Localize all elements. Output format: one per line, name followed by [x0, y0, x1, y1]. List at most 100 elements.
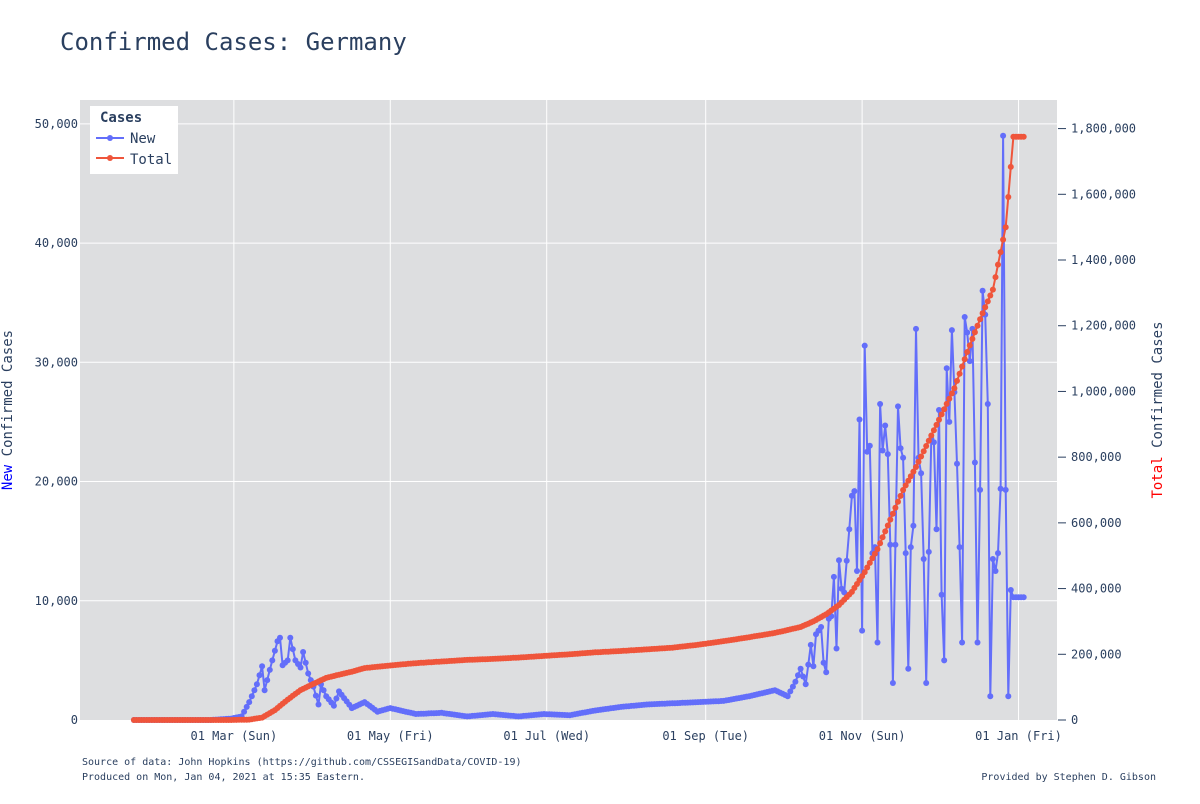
data-point-total — [977, 316, 984, 323]
data-point-new — [897, 445, 904, 452]
data-point-total — [930, 427, 937, 434]
data-point-new — [848, 492, 855, 499]
data-point-new — [1002, 486, 1009, 493]
y-left-tick-label: 20,000 — [35, 475, 78, 489]
data-point-new — [259, 663, 266, 670]
data-point-new — [248, 693, 255, 700]
x-tick-label: 01 Jan (Fri) — [975, 729, 1062, 743]
data-point-new — [843, 557, 850, 564]
data-point-new — [930, 439, 937, 446]
data-point-new — [964, 329, 971, 336]
data-point-total — [989, 286, 996, 293]
data-point-total — [907, 473, 914, 480]
data-point-new — [859, 627, 866, 634]
y-right-tick-label: 600,000 — [1071, 516, 1122, 530]
y-right-tick-label: 1,800,000 — [1071, 122, 1136, 136]
y-left-tick-label: 10,000 — [35, 594, 78, 608]
data-point-new — [789, 683, 796, 690]
data-point-new — [992, 568, 999, 574]
data-point-new — [833, 645, 840, 652]
data-point-new — [241, 708, 248, 715]
y-right-tick-label: 1,400,000 — [1071, 253, 1136, 267]
data-point-new — [948, 327, 955, 334]
data-point-total — [954, 377, 960, 384]
data-point-new — [974, 639, 981, 646]
data-point-new — [866, 442, 873, 449]
data-point-total — [982, 304, 989, 311]
data-point-total — [861, 569, 868, 576]
data-point-total — [946, 395, 953, 402]
data-point-total — [1000, 236, 1007, 243]
data-point-new — [907, 544, 914, 551]
data-point-new — [787, 688, 794, 695]
data-point-new — [820, 659, 827, 666]
data-point-total — [992, 274, 999, 281]
y-left-tick-label: 40,000 — [35, 236, 78, 250]
data-point-new — [956, 544, 963, 551]
x-tick-label: 01 Mar (Sun) — [191, 729, 278, 743]
data-point-new — [943, 365, 950, 372]
data-point-total — [928, 432, 935, 439]
y-right-axis-title: Total Confirmed Cases — [1150, 321, 1166, 498]
data-point-total — [905, 477, 912, 484]
data-point-total — [918, 453, 925, 460]
y-left-tick-label: 0 — [71, 713, 78, 727]
data-point-total — [864, 564, 871, 571]
data-point-total — [943, 400, 950, 407]
axis-ticks: 01 Mar (Sun) 01 May (Fri) 01 Jul (Wed) 01 S… — [35, 117, 1136, 743]
data-point-new — [925, 548, 932, 555]
y-left-axis-title-rest: Confirmed Cases — [0, 330, 16, 465]
data-point-total — [969, 335, 976, 342]
x-tick-label: 01 Sep (Tue) — [662, 729, 749, 743]
data-point-new — [797, 665, 804, 672]
data-point-total — [959, 363, 966, 370]
data-point-new — [889, 680, 896, 686]
data-point-new — [936, 407, 942, 413]
x-tick-label: 01 Jul (Wed) — [503, 729, 590, 743]
footer-produced: Produced on Mon, Jan 04, 2021 at 15:35 E… — [82, 772, 365, 783]
data-point-new — [954, 460, 960, 467]
data-point-new — [971, 459, 978, 466]
data-point-new — [920, 556, 927, 562]
data-point-new — [823, 669, 830, 676]
plot-area — [80, 100, 1057, 720]
data-point-new — [271, 647, 278, 654]
data-point-total — [997, 249, 1004, 256]
data-point-new — [979, 287, 986, 294]
y-left-axis-title-colored: New — [0, 464, 16, 490]
series-total — [130, 133, 1027, 723]
data-point-total — [871, 550, 878, 557]
data-point-new — [902, 550, 909, 557]
y-right-tick-label: 800,000 — [1071, 450, 1122, 464]
data-point-new — [810, 663, 817, 670]
grid-lines — [80, 100, 1057, 720]
y-right-tick-label: 1,200,000 — [1071, 319, 1136, 333]
data-point-total — [956, 370, 963, 377]
data-point-total — [936, 416, 942, 423]
y-right-axis-title-colored: Total — [1150, 456, 1166, 498]
data-point-total — [915, 458, 922, 465]
data-point-new — [987, 693, 994, 700]
data-point-new — [1020, 594, 1027, 601]
data-point-new — [938, 591, 945, 598]
data-point-total — [900, 487, 907, 493]
data-point-new — [784, 693, 791, 700]
data-point-total — [882, 528, 889, 535]
data-point-new — [879, 447, 886, 454]
y-right-axis-title-rest: Confirmed Cases — [1150, 321, 1166, 456]
data-point-new — [246, 699, 253, 706]
data-point-total — [951, 385, 958, 392]
data-point-new — [923, 680, 930, 686]
data-point-new — [918, 470, 925, 477]
data-point-new — [895, 403, 901, 410]
data-point-new — [243, 703, 250, 710]
data-point-new — [287, 634, 294, 641]
footer-provided: Provided by Stephen D. Gibson — [981, 772, 1156, 783]
data-point-new — [277, 634, 283, 641]
data-point-new — [1000, 132, 1007, 139]
legend-new-label: New — [130, 131, 156, 147]
data-point-total — [941, 406, 948, 413]
data-point-new — [807, 641, 814, 648]
data-point-new — [884, 451, 891, 458]
